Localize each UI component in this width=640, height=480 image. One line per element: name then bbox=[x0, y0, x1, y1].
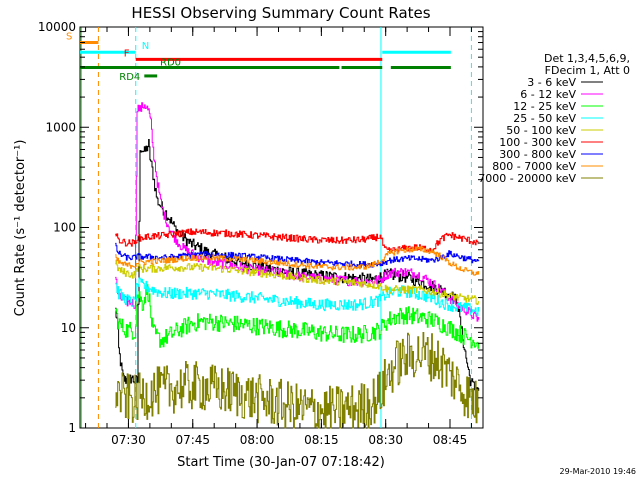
series-line-9 bbox=[115, 332, 480, 429]
footer-timestamp: 29-Mar-2010 19:46 bbox=[560, 467, 637, 476]
legend-label-8: 800 - 7000 keV bbox=[492, 160, 576, 173]
series-lines bbox=[115, 102, 480, 429]
series-line-7 bbox=[115, 242, 480, 268]
y-tick-label-2: 10 bbox=[61, 321, 76, 335]
legend-label-2: 6 - 12 keV bbox=[520, 88, 576, 101]
x-axis-label: Start Time (30-Jan-07 07:18:42) bbox=[177, 455, 385, 470]
series-line-4 bbox=[115, 277, 480, 316]
flag-bars: S N F RD0 RD4 bbox=[66, 32, 451, 83]
legend-label-6: 100 - 300 keV bbox=[499, 136, 576, 149]
legend-label-5: 50 - 100 keV bbox=[506, 124, 576, 137]
series-line-3 bbox=[115, 284, 480, 349]
chart-title: HESSI Observing Summary Count Rates bbox=[131, 4, 430, 22]
plot-frame bbox=[79, 26, 484, 429]
legend-header-2: FDecim 1, Att 0 bbox=[545, 64, 630, 77]
legend-header-1: Det 1,3,4,5,6,9, bbox=[544, 52, 630, 65]
legend-label-7: 300 - 800 keV bbox=[499, 148, 576, 161]
plot-area: S N F RD0 RD4 1 10 100 1000 10000 07:30 07:45 08:00… bbox=[38, 20, 484, 447]
legend-label-3: 12 - 25 keV bbox=[513, 100, 576, 113]
x-tick-label-1: 07:30 bbox=[111, 433, 146, 447]
flag-label-n: N bbox=[142, 41, 149, 52]
y-tick-label-1: 1 bbox=[68, 421, 76, 435]
x-tick-label-5: 08:30 bbox=[368, 433, 403, 447]
flag-label-f: F bbox=[124, 48, 130, 59]
series-line-5 bbox=[115, 259, 480, 305]
legend: Det 1,3,4,5,6,9,FDecim 1, Att 03 - 6 keV… bbox=[478, 52, 630, 185]
axis-ticks: 1 10 100 1000 10000 07:30 07:45 08:00 08:15 08:30… bbox=[38, 20, 483, 447]
y-axis-label: Count Rate (s⁻¹ detector⁻¹) bbox=[13, 140, 28, 317]
x-tick-label-3: 08:00 bbox=[240, 433, 275, 447]
y-tick-label-3: 100 bbox=[53, 221, 76, 235]
y-tick-label-5: 10000 bbox=[38, 20, 76, 34]
x-tick-label-6: 08:45 bbox=[433, 433, 468, 447]
flag-label-rd0: RD0 bbox=[160, 57, 181, 68]
x-tick-label-2: 07:45 bbox=[175, 433, 210, 447]
legend-label-1: 3 - 6 keV bbox=[527, 76, 576, 89]
y-tick-label-4: 1000 bbox=[45, 120, 76, 134]
series-line-6 bbox=[115, 228, 480, 254]
legend-label-4: 25 - 50 keV bbox=[513, 112, 576, 125]
legend-label-9: 7000 - 20000 keV bbox=[478, 172, 576, 185]
flag-label-rd4: RD4 bbox=[119, 72, 140, 83]
x-tick-label-4: 08:15 bbox=[304, 433, 339, 447]
flag-label-s: S bbox=[66, 32, 72, 43]
series-line-8 bbox=[115, 246, 480, 276]
